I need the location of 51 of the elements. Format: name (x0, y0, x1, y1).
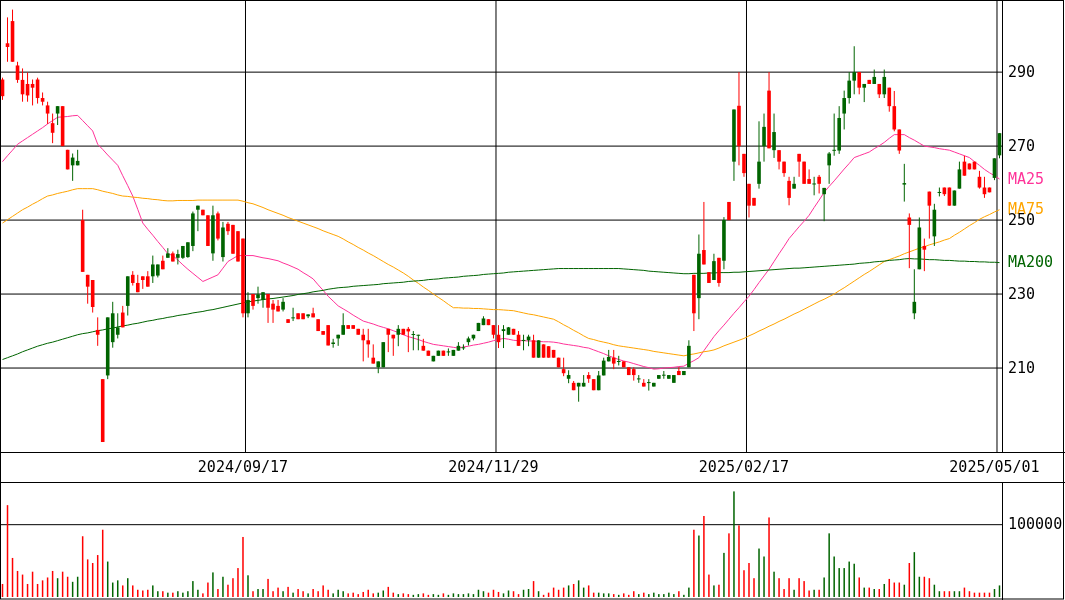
x-tick-label: 2025/05/01 (949, 457, 1040, 476)
candlestick (852, 45, 857, 95)
candlestick (366, 328, 371, 359)
candlestick (857, 71, 862, 95)
y-tick-label: 230 (1008, 284, 1036, 303)
candlestick (792, 176, 796, 190)
candlestick (902, 163, 907, 203)
candlestick (702, 201, 706, 265)
candlestick (822, 187, 826, 222)
candlestick (847, 71, 851, 105)
y-tick-label: 290 (1008, 62, 1036, 81)
x-tick-label: 2024/09/17 (197, 457, 289, 476)
candlestick (371, 343, 376, 365)
candlestick (842, 90, 846, 130)
candlestick (306, 313, 310, 319)
candlestick (341, 312, 345, 336)
candlestick (291, 307, 295, 322)
candlestick (5, 16, 10, 63)
candlestick (115, 312, 120, 339)
candlestick (45, 101, 50, 125)
series-label: MA25 (1008, 169, 1045, 188)
candlestick (687, 339, 691, 368)
candlestick (882, 69, 887, 99)
candlestick (922, 238, 927, 272)
candlestick (812, 176, 816, 196)
candlestick (887, 87, 892, 113)
candlestick (677, 366, 681, 376)
candlestick (311, 307, 315, 318)
line-series (2, 114, 1000, 370)
candlestick (30, 79, 35, 106)
candlestick (646, 378, 651, 392)
candlestick (361, 328, 366, 362)
candlestick (817, 174, 821, 194)
series-label: MA200 (1008, 253, 1054, 272)
y-tick-label: 210 (1008, 358, 1036, 377)
candlestick (246, 291, 250, 318)
candlestick (757, 120, 761, 190)
candlestick (892, 90, 897, 132)
candlestick (196, 205, 200, 232)
candlestick (611, 349, 616, 370)
x-tick-label: 2025/02/17 (698, 457, 790, 476)
candlestick (827, 151, 831, 185)
y-tick-label: 100000 (1008, 515, 1063, 534)
candlestick (762, 113, 766, 163)
candlestick (897, 128, 902, 155)
x-tick-label: 2024/11/29 (448, 457, 539, 476)
y-tick-label: 270 (1008, 136, 1036, 155)
candlestick (772, 113, 776, 159)
candlestick (396, 324, 401, 347)
candlestick (777, 149, 781, 170)
candlestick (787, 176, 791, 206)
